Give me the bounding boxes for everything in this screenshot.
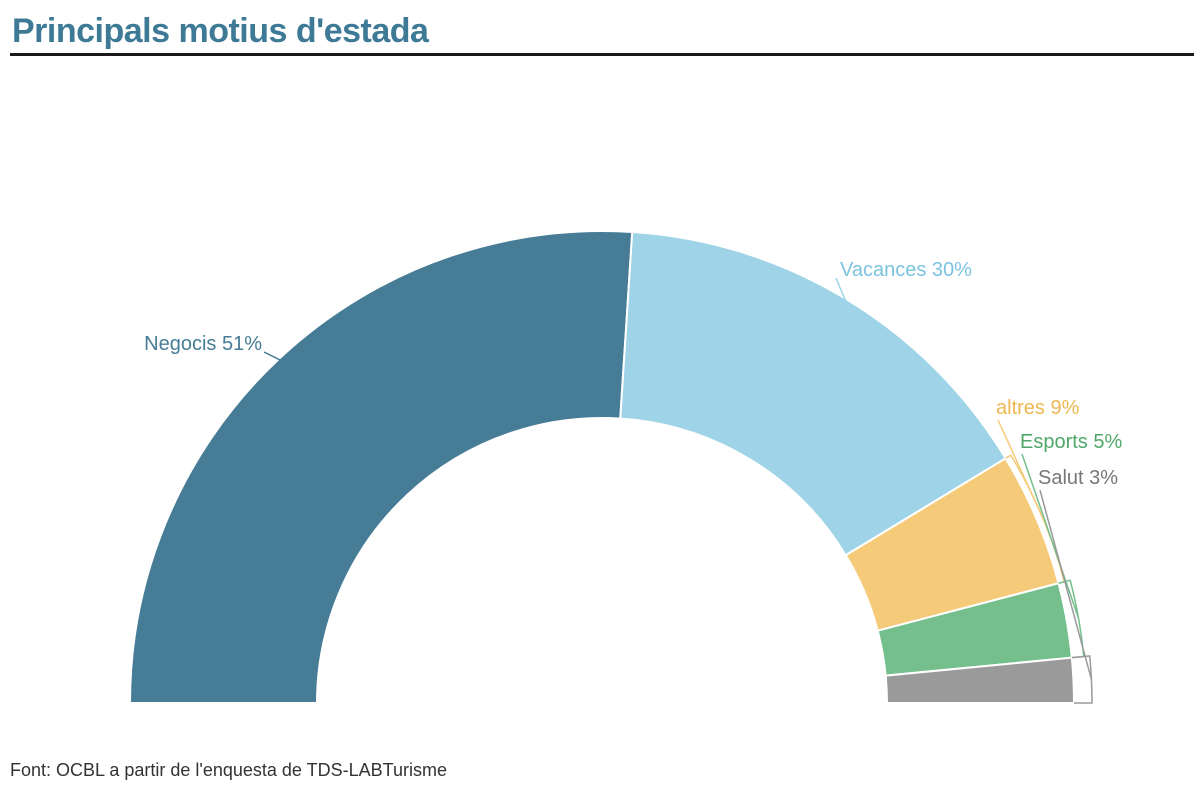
label-esports: Esports 5% — [1020, 431, 1122, 453]
title-rule — [10, 53, 1194, 56]
slice-negocis — [128, 230, 634, 704]
label-negocis: Negocis 51% — [144, 333, 262, 355]
label-vacances: Vacances 30% — [840, 259, 972, 281]
leader-salut — [1039, 489, 1093, 680]
source-note: Font: OCBL a partir de l'enquesta de TDS… — [10, 760, 447, 780]
slice-salut — [884, 656, 1076, 704]
leader-negocis — [263, 351, 281, 361]
bracket-salut — [1071, 655, 1093, 704]
leader-vacances — [835, 277, 847, 302]
leader-altres — [997, 419, 1043, 517]
label-altres: altres 9% — [996, 397, 1080, 419]
chart-title: Principals motius d'estada — [12, 12, 429, 50]
leader-esports — [1021, 453, 1080, 619]
label-salut: Salut 3% — [1038, 467, 1118, 489]
slice-vacances — [619, 230, 1008, 557]
